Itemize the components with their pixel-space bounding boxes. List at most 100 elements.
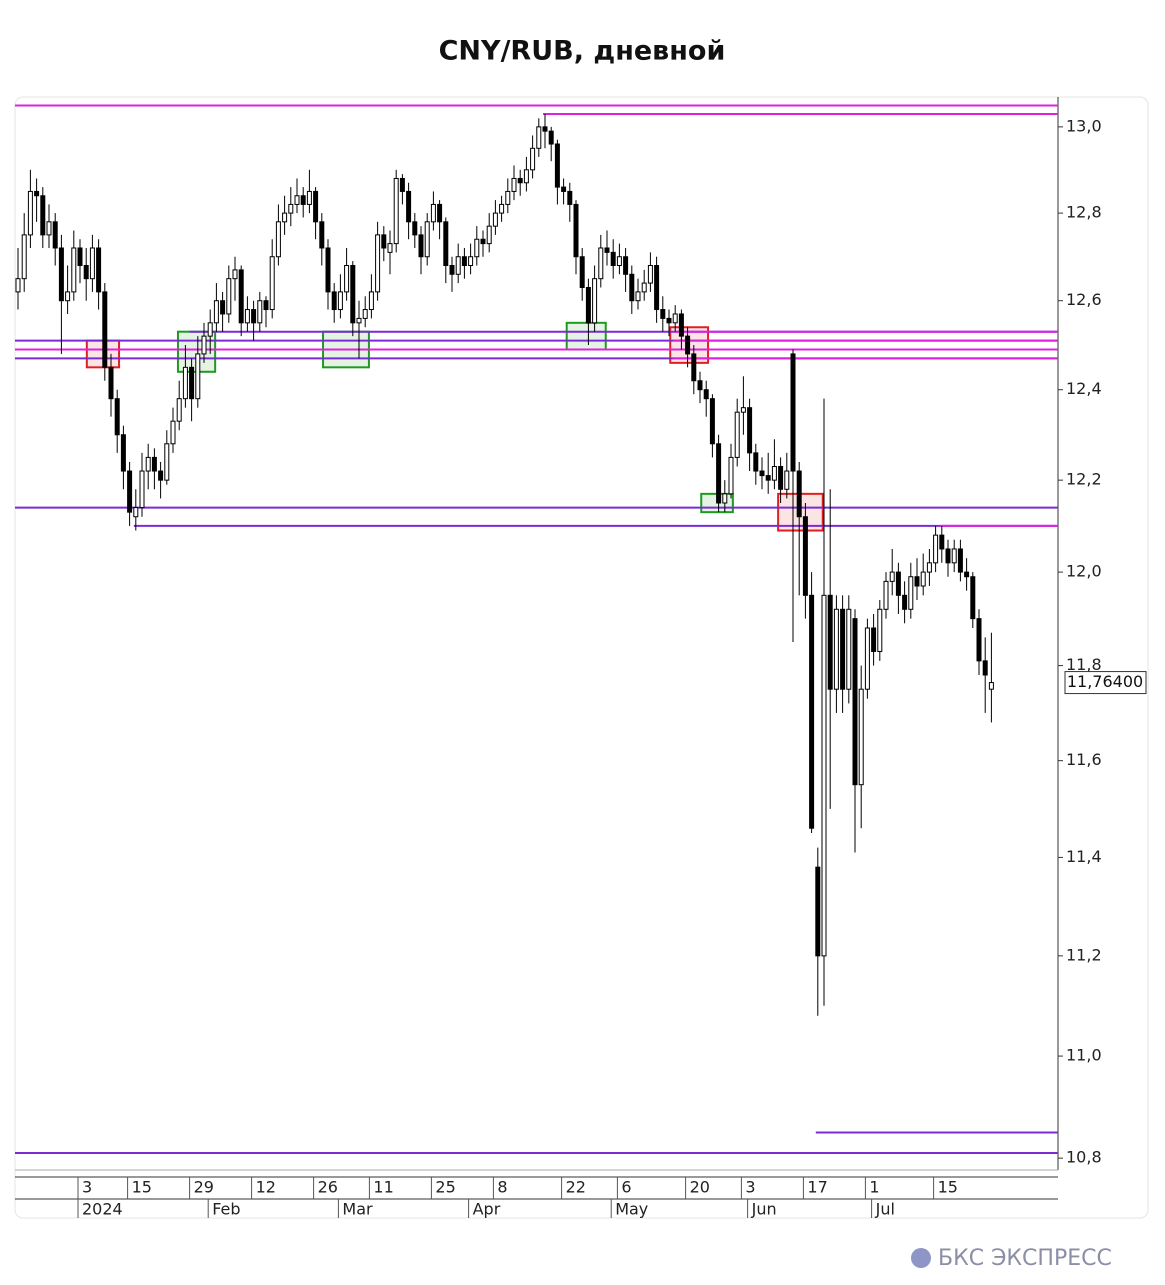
candle-body bbox=[424, 221, 430, 258]
x-tick-label: 22 bbox=[566, 1178, 586, 1197]
candle-body bbox=[548, 130, 554, 145]
candle-body bbox=[790, 353, 796, 472]
candle-body bbox=[691, 353, 697, 382]
logo: БКС ЭКСПРЕСС bbox=[938, 1246, 1112, 1271]
candle-body bbox=[666, 317, 672, 324]
candle-body bbox=[536, 126, 542, 149]
candle-body bbox=[728, 456, 734, 495]
zone-box bbox=[565, 321, 607, 351]
candle-body bbox=[170, 420, 176, 445]
candle-body bbox=[213, 300, 219, 324]
candle-body bbox=[920, 571, 926, 587]
candle-body bbox=[554, 143, 560, 188]
candle-body bbox=[251, 309, 257, 324]
candle-body bbox=[573, 203, 579, 258]
candle-body bbox=[455, 256, 461, 275]
candle-body bbox=[902, 594, 908, 610]
candle-body bbox=[27, 190, 33, 236]
x-tick-label: 29 bbox=[194, 1178, 214, 1197]
candle-body bbox=[567, 190, 573, 205]
candle-body bbox=[480, 238, 486, 245]
candle-body bbox=[83, 265, 89, 280]
candle-body bbox=[263, 300, 269, 311]
x-tick-label: 11 bbox=[373, 1178, 393, 1197]
candle-body bbox=[815, 866, 821, 957]
candle-body bbox=[133, 507, 139, 518]
candle-body bbox=[517, 177, 523, 184]
candle-body bbox=[592, 278, 598, 324]
x-tick-label: 12 bbox=[256, 1178, 276, 1197]
candle-body bbox=[784, 470, 790, 490]
candle-body bbox=[604, 247, 610, 253]
candle-body bbox=[368, 291, 374, 311]
candle-body bbox=[703, 389, 709, 400]
candle-body bbox=[65, 291, 71, 302]
candle-body bbox=[499, 203, 505, 214]
candle-body bbox=[207, 322, 213, 337]
y-tick-label: 13,0 bbox=[1066, 116, 1102, 135]
month-label: 2024 bbox=[82, 1200, 123, 1219]
candle-body bbox=[883, 580, 889, 610]
candle-body bbox=[226, 278, 232, 315]
candle-body bbox=[945, 548, 951, 564]
candle-body bbox=[58, 247, 64, 302]
candle-body bbox=[753, 452, 759, 472]
panel bbox=[14, 96, 1149, 1219]
candle-body bbox=[598, 247, 604, 280]
candle-body bbox=[982, 660, 988, 676]
candle-body bbox=[96, 247, 102, 293]
candle-body bbox=[331, 291, 337, 311]
month-label: Apr bbox=[473, 1200, 501, 1219]
candle-body bbox=[164, 443, 170, 481]
candle-body bbox=[89, 247, 95, 280]
candle-body bbox=[257, 300, 263, 324]
month-label: Jul bbox=[875, 1200, 895, 1219]
candle-body bbox=[71, 247, 77, 293]
candle-body bbox=[970, 576, 976, 620]
candle-body bbox=[350, 265, 356, 324]
y-tick-label: 12,2 bbox=[1066, 470, 1102, 489]
x-tick-label: 3 bbox=[82, 1178, 92, 1197]
candle-body bbox=[641, 282, 647, 293]
candle-body bbox=[716, 443, 722, 504]
candle-body bbox=[678, 313, 684, 337]
candle-body bbox=[232, 269, 238, 280]
y-tick-label: 12,4 bbox=[1066, 379, 1102, 398]
candle-body bbox=[52, 221, 58, 249]
candle-body bbox=[939, 534, 945, 550]
y-tick-label: 11,6 bbox=[1066, 750, 1102, 769]
candle-body bbox=[654, 265, 660, 311]
candle-body bbox=[635, 291, 641, 302]
candle-body bbox=[449, 265, 455, 275]
candle-body bbox=[443, 221, 449, 267]
x-tick-label: 6 bbox=[621, 1178, 631, 1197]
candle-body bbox=[778, 465, 784, 490]
y-tick-label: 11,4 bbox=[1066, 847, 1102, 866]
candle-body bbox=[195, 353, 201, 400]
candle-body bbox=[511, 177, 517, 192]
candle-body bbox=[15, 278, 21, 293]
candle-body bbox=[722, 493, 728, 504]
candle-body bbox=[77, 247, 83, 267]
y-tick-label: 10,8 bbox=[1066, 1148, 1102, 1167]
candle-body bbox=[685, 335, 691, 355]
candle-body bbox=[561, 186, 567, 192]
candle-body bbox=[833, 608, 839, 690]
candle-body bbox=[288, 203, 294, 214]
candle-body bbox=[108, 366, 114, 400]
x-tick-label: 15 bbox=[938, 1178, 958, 1197]
candle-body bbox=[306, 190, 312, 205]
candle-body bbox=[734, 411, 740, 458]
candle-body bbox=[468, 256, 474, 267]
candle-body bbox=[282, 212, 288, 223]
candle-body bbox=[864, 627, 870, 690]
candle-body bbox=[951, 548, 957, 564]
candle-body bbox=[220, 300, 226, 315]
candle-body bbox=[623, 256, 629, 275]
y-tick-label: 11,0 bbox=[1066, 1046, 1102, 1065]
candle-body bbox=[201, 335, 207, 355]
candle-body bbox=[120, 434, 126, 472]
candle-body bbox=[840, 608, 846, 690]
candle-body bbox=[585, 286, 591, 324]
